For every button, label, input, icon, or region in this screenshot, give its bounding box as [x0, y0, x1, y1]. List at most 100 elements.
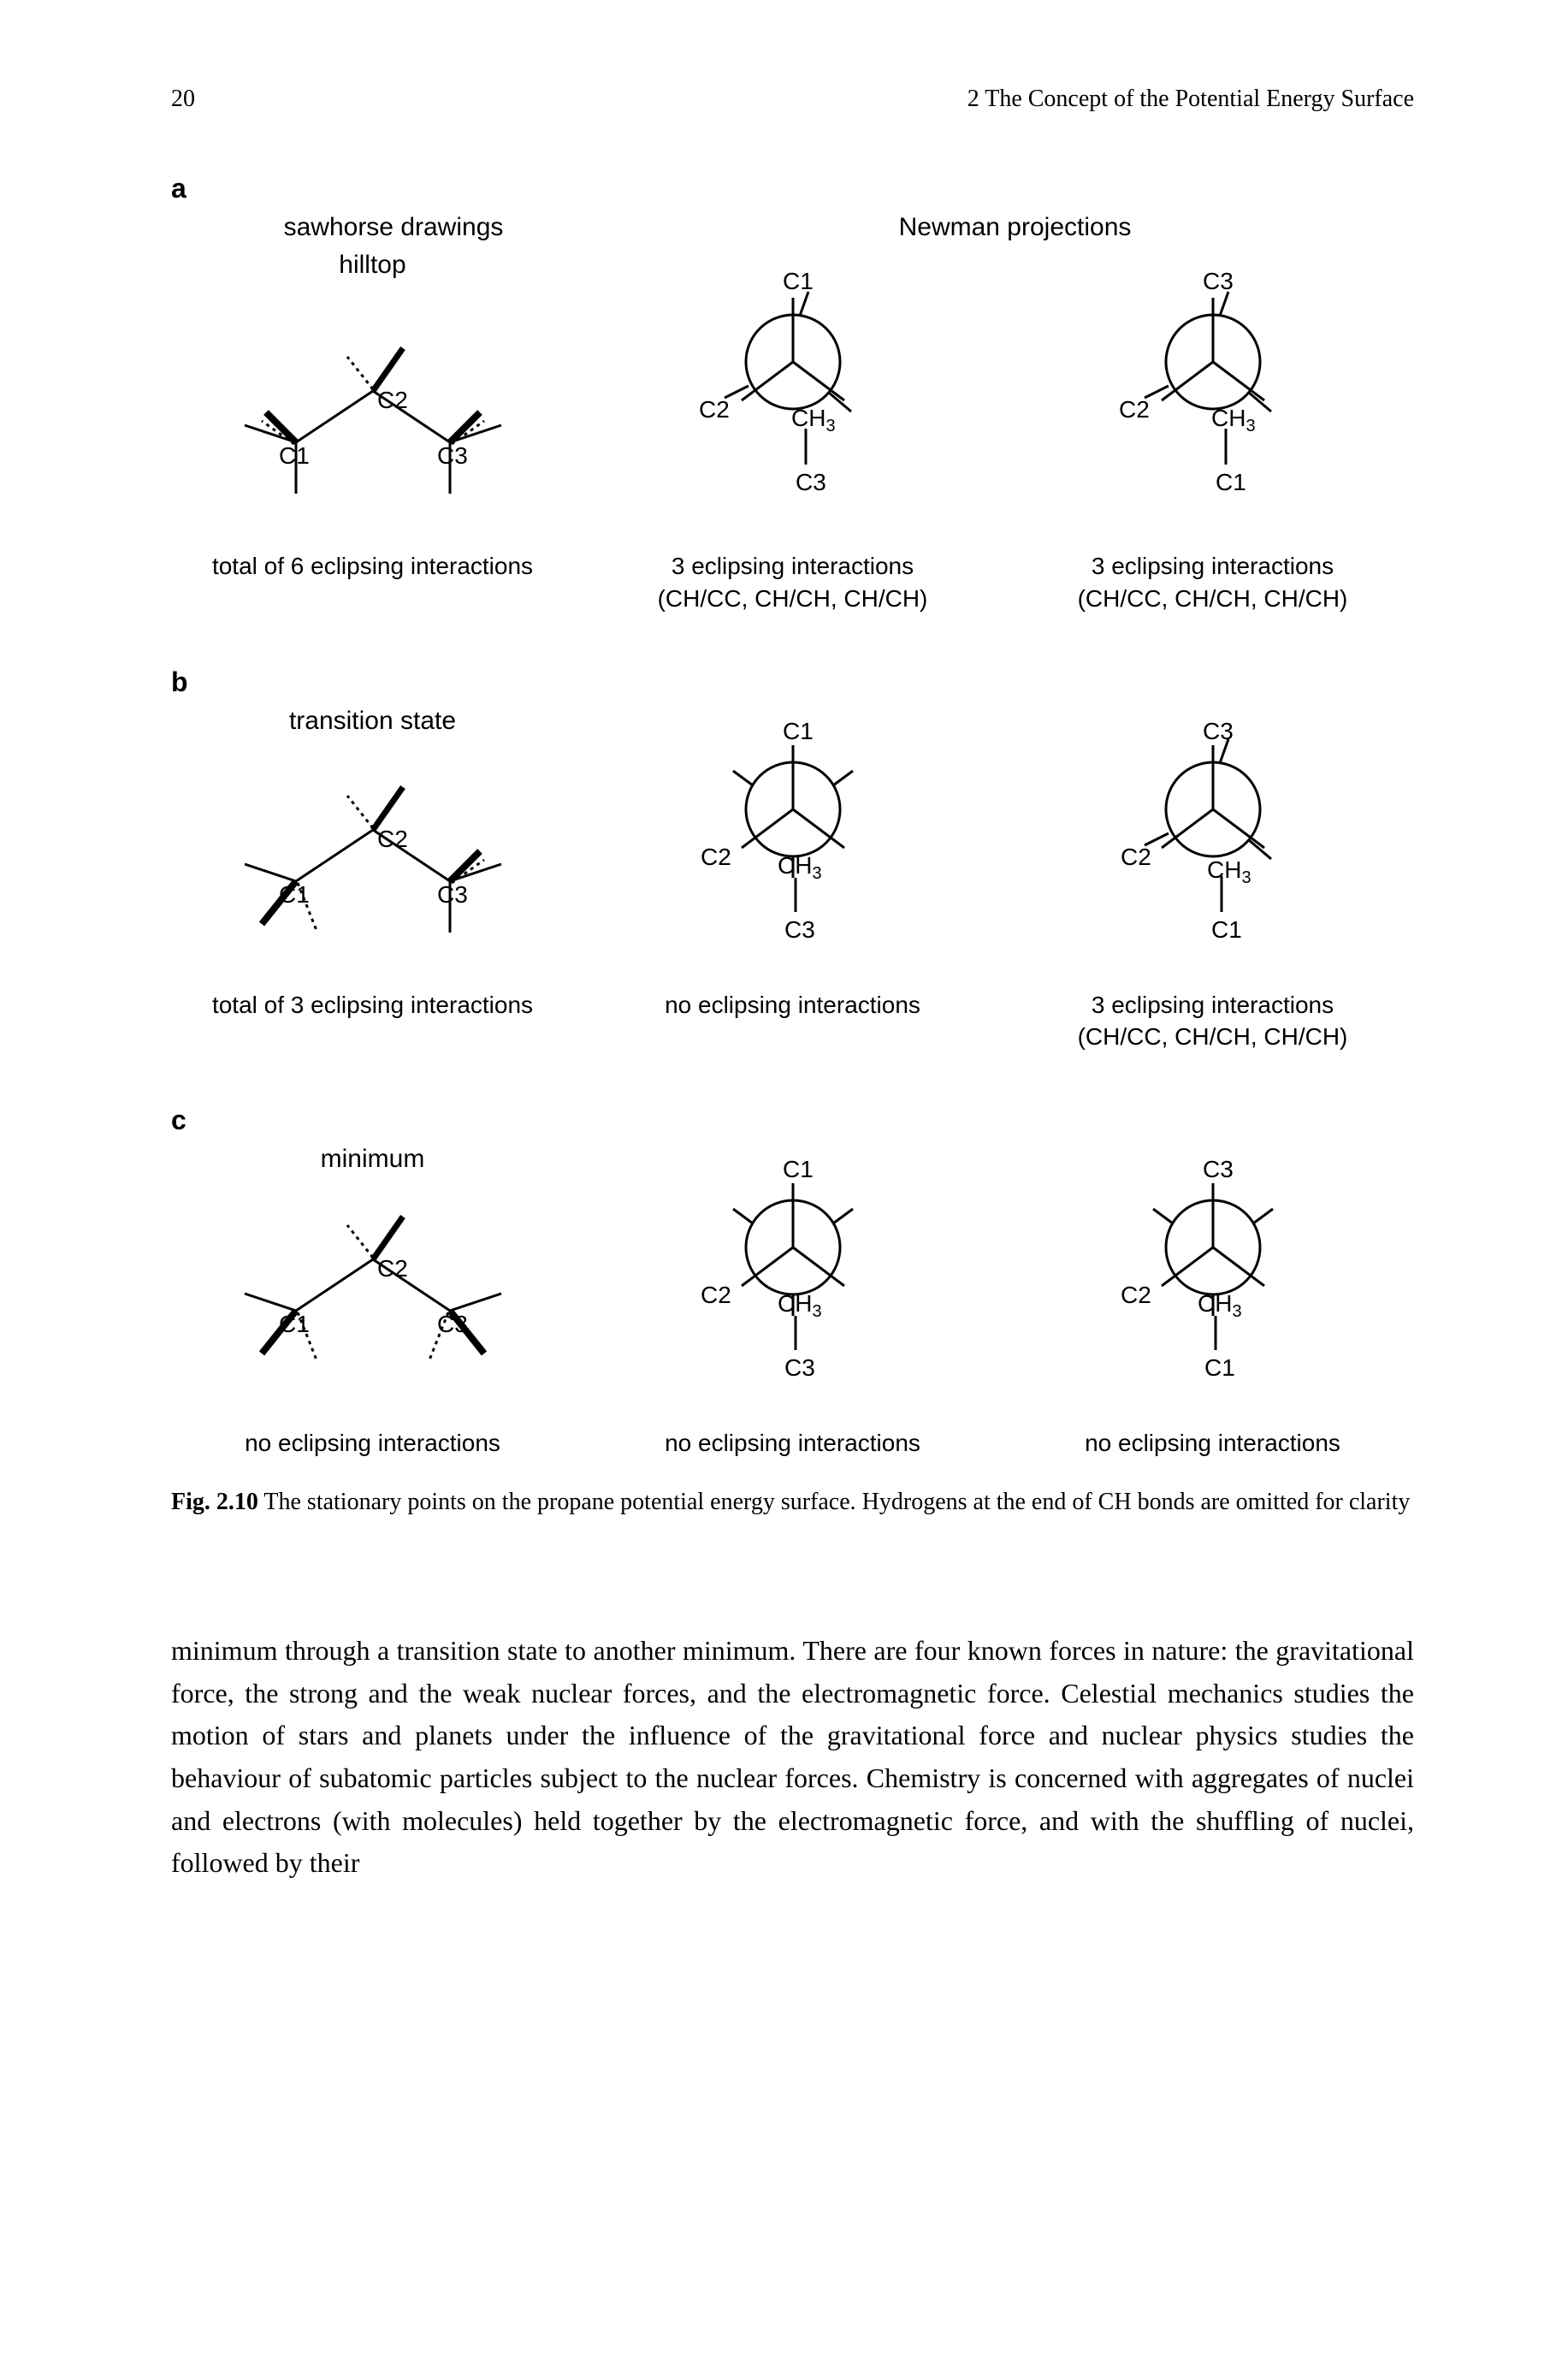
atom-c1: C1 [783, 718, 814, 744]
newman-header: Newman projections [616, 213, 1414, 242]
panel-a-captions: total of 6 eclipsing interactions 3 ecli… [171, 550, 1414, 615]
atom-c3: C3 [784, 1354, 815, 1381]
figure-2-10: a sawhorse drawings Newman projections h… [171, 173, 1414, 1519]
panel-b-captions: total of 3 eclipsing interactions no ecl… [171, 989, 1414, 1054]
atom-c2: C2 [377, 387, 408, 413]
panel-b-row: transition state [171, 707, 1414, 963]
sawhorse-a-cell: hilltop [171, 251, 574, 519]
atom-c2: C2 [377, 826, 408, 852]
sawhorse-header: sawhorse drawings [171, 213, 616, 242]
newman-a1-cell: C1 C2 CH3 C3 [591, 251, 994, 524]
atom-c1: C1 [1211, 916, 1242, 943]
svg-text:CH3: CH3 [778, 1290, 822, 1321]
atom-c1: C1 [279, 442, 310, 469]
atom-ch3-sub: 3 [812, 864, 821, 883]
figure-caption-text: The stationary points on the propane pot… [258, 1489, 1410, 1515]
newman-c1-cell: C1 C2 CH3 C3 [591, 1145, 994, 1401]
chapter-title: 2 The Concept of the Potential Energy Su… [967, 86, 1414, 113]
atom-c3: C3 [784, 916, 815, 943]
atom-ch3: CH [1211, 405, 1246, 431]
panel-c-captions: no eclipsing interactions no eclipsing i… [171, 1427, 1414, 1460]
sawhorse-b-cell: transition state [171, 707, 574, 958]
panel-c-label: c [171, 1105, 1414, 1136]
atom-ch3: CH [778, 1290, 812, 1317]
newman-a2-caption: 3 eclipsing interactions (CH/CC, CH/CH, … [1011, 550, 1414, 615]
newman-b2-caption: 3 eclipsing interactions (CH/CC, CH/CH, … [1011, 989, 1414, 1054]
sawhorse-a-diagram: C1 C2 C3 [193, 297, 553, 519]
atom-ch3-sub: 3 [812, 1302, 821, 1321]
atom-c3: C3 [437, 881, 468, 908]
atom-ch3-sub: 3 [1241, 868, 1251, 887]
atom-c3: C3 [796, 469, 826, 495]
sawhorse-a-caption: total of 6 eclipsing interactions [171, 550, 574, 615]
cap-line1: 3 eclipsing interactions [672, 553, 914, 579]
sawhorse-c-cell: minimum C1 C2 [171, 1145, 574, 1388]
page-number: 20 [171, 86, 195, 113]
atom-c1: C1 [783, 1156, 814, 1182]
atom-c2: C2 [1121, 844, 1151, 870]
atom-ch3: CH [1207, 856, 1241, 883]
atom-c1: C1 [279, 1311, 310, 1337]
sawhorse-b-caption: total of 3 eclipsing interactions [171, 989, 574, 1054]
cap-line1: 3 eclipsing interactions [1092, 553, 1334, 579]
panel-b-label: b [171, 666, 1414, 698]
panel-a-label: a [171, 173, 1414, 204]
newman-c2-diagram: C3 C2 CH3 C1 [1059, 1145, 1367, 1401]
newman-a2-cell: C3 C2 CH3 C1 [1011, 251, 1414, 524]
svg-text:CH3: CH3 [1207, 856, 1251, 887]
sawhorse-b-subheader: transition state [289, 707, 456, 736]
newman-c1-caption: no eclipsing interactions [591, 1427, 994, 1460]
cap-line2: (CH/CC, CH/CH, CH/CH) [658, 585, 928, 612]
atom-c3: C3 [437, 442, 468, 469]
atom-c1: C1 [783, 268, 814, 294]
newman-b2-cell: C3 C2 CH3 C1 [1011, 707, 1414, 963]
cap-line2: (CH/CC, CH/CH, CH/CH) [1078, 585, 1348, 612]
atom-c2: C2 [1119, 396, 1150, 423]
atom-c3: C3 [1203, 718, 1234, 744]
atom-c3: C3 [1203, 1156, 1234, 1182]
svg-text:CH3: CH3 [1211, 405, 1256, 435]
atom-ch3: CH [778, 852, 812, 879]
cap-line2: (CH/CC, CH/CH, CH/CH) [1078, 1023, 1348, 1050]
atom-ch3: CH [791, 405, 825, 431]
atom-c2: C2 [701, 844, 731, 870]
atom-ch3-sub: 3 [825, 417, 835, 435]
sawhorse-a-subheader: hilltop [339, 251, 405, 280]
newman-c2-caption: no eclipsing interactions [1011, 1427, 1414, 1460]
atom-c3: C3 [437, 1311, 468, 1337]
atom-c2: C2 [701, 1282, 731, 1308]
atom-c1: C1 [279, 881, 310, 908]
newman-c2-cell: C3 C2 CH3 C1 [1011, 1145, 1414, 1401]
newman-a1-caption: 3 eclipsing interactions (CH/CC, CH/CH, … [591, 550, 994, 615]
newman-b1-cell: C1 C2 CH3 C3 [591, 707, 994, 963]
body-paragraph: minimum through a transition state to an… [171, 1630, 1414, 1885]
newman-b1-diagram: C1 C2 CH3 C3 [639, 707, 947, 963]
panel-c-row: minimum C1 C2 [171, 1145, 1414, 1401]
atom-c2: C2 [1121, 1282, 1151, 1308]
sawhorse-c-diagram: C1 C2 C3 [193, 1191, 553, 1388]
newman-a1-diagram: C1 C2 CH3 C3 [639, 251, 947, 524]
newman-c1-diagram: C1 C2 CH3 C3 [639, 1145, 947, 1401]
atom-ch3-sub: 3 [1232, 1302, 1241, 1321]
atom-c2: C2 [699, 396, 730, 423]
atom-c1: C1 [1204, 1354, 1235, 1381]
atom-ch3-sub: 3 [1246, 417, 1255, 435]
cap-line1: 3 eclipsing interactions [1092, 992, 1334, 1018]
atom-ch3: CH [1198, 1290, 1232, 1317]
sawhorse-b-diagram: C1 C2 C3 [193, 753, 553, 958]
panel-a-row: hilltop [171, 251, 1414, 524]
svg-text:CH3: CH3 [1198, 1290, 1242, 1321]
svg-text:CH3: CH3 [778, 852, 822, 883]
sawhorse-c-caption: no eclipsing interactions [171, 1427, 574, 1460]
newman-b2-diagram: C3 C2 CH3 C1 [1059, 707, 1367, 963]
atom-c1: C1 [1216, 469, 1246, 495]
newman-a2-diagram: C3 C2 CH3 C1 [1059, 251, 1367, 524]
sawhorse-c-subheader: minimum [321, 1145, 425, 1174]
atom-c2: C2 [377, 1255, 408, 1282]
panel-a-headers: sawhorse drawings Newman projections [171, 213, 1414, 242]
newman-b1-caption: no eclipsing interactions [591, 989, 994, 1054]
page-header: 20 2 The Concept of the Potential Energy… [171, 86, 1414, 113]
svg-text:CH3: CH3 [791, 405, 836, 435]
figure-caption: Fig. 2.10 The stationary points on the p… [171, 1485, 1414, 1519]
figure-number: Fig. 2.10 [171, 1489, 258, 1515]
